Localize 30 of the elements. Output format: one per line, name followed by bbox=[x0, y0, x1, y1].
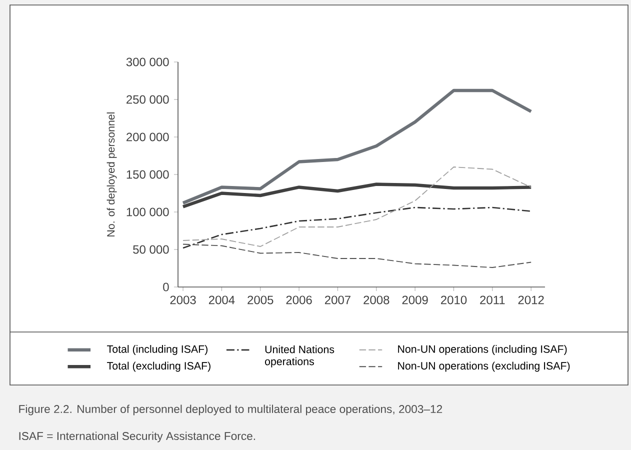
legend-label: Non-UN operations (including ISAF) bbox=[398, 345, 567, 355]
legend-label: Non-UN operations (excluding ISAF) bbox=[398, 362, 570, 372]
y-tick-label: 0 bbox=[163, 282, 169, 292]
x-tick-label: 2011 bbox=[480, 296, 505, 304]
y-tick-label: 200 000 bbox=[126, 132, 169, 142]
legend-label: Total (excluding ISAF) bbox=[107, 362, 210, 372]
x-tick-label: 2009 bbox=[402, 296, 428, 304]
line-series bbox=[182, 206, 532, 249]
y-axis-title: No. of deployed personnel bbox=[106, 112, 117, 236]
line-series bbox=[182, 166, 532, 247]
y-tick-label: 100 000 bbox=[126, 208, 169, 216]
y-tick-label: 300 000 bbox=[126, 58, 169, 66]
y-tick-label: 150 000 bbox=[126, 170, 169, 179]
x-tick-label: 2006 bbox=[286, 296, 312, 304]
text: ISAF = International Security Assistance Force. bbox=[19, 432, 255, 442]
x-tick-label: 2010 bbox=[440, 296, 467, 304]
y-tick-label: 250 000 bbox=[126, 95, 169, 104]
x-tick-label: 2007 bbox=[324, 296, 350, 304]
x-tick-label: 2004 bbox=[208, 296, 235, 304]
line-series bbox=[182, 244, 532, 268]
legend-label: United Nations operations bbox=[264, 345, 334, 368]
x-tick-label: 2003 bbox=[170, 296, 196, 304]
x-tick-label: 2012 bbox=[518, 296, 544, 304]
x-tick-label: 2005 bbox=[248, 296, 274, 304]
line-series bbox=[181, 182, 533, 208]
legend-label: Total (including ISAF) bbox=[107, 345, 208, 355]
x-tick-label: 2008 bbox=[364, 296, 390, 304]
line-series bbox=[181, 88, 533, 205]
y-tick-label: 50 000 bbox=[133, 245, 169, 254]
caption: Figure 2.2. Number of personnel deployed to multilateral peace operations, 2003–12 bbox=[19, 404, 442, 416]
